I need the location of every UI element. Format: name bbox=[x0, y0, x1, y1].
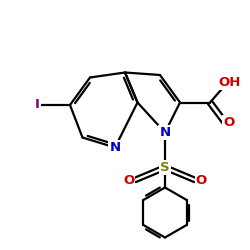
Text: N: N bbox=[160, 126, 170, 139]
Text: O: O bbox=[196, 174, 207, 186]
Text: O: O bbox=[123, 174, 134, 186]
Text: S: S bbox=[160, 161, 170, 174]
Text: OH: OH bbox=[219, 76, 241, 89]
Text: N: N bbox=[110, 141, 120, 154]
Text: I: I bbox=[35, 98, 40, 112]
Text: O: O bbox=[223, 116, 234, 129]
